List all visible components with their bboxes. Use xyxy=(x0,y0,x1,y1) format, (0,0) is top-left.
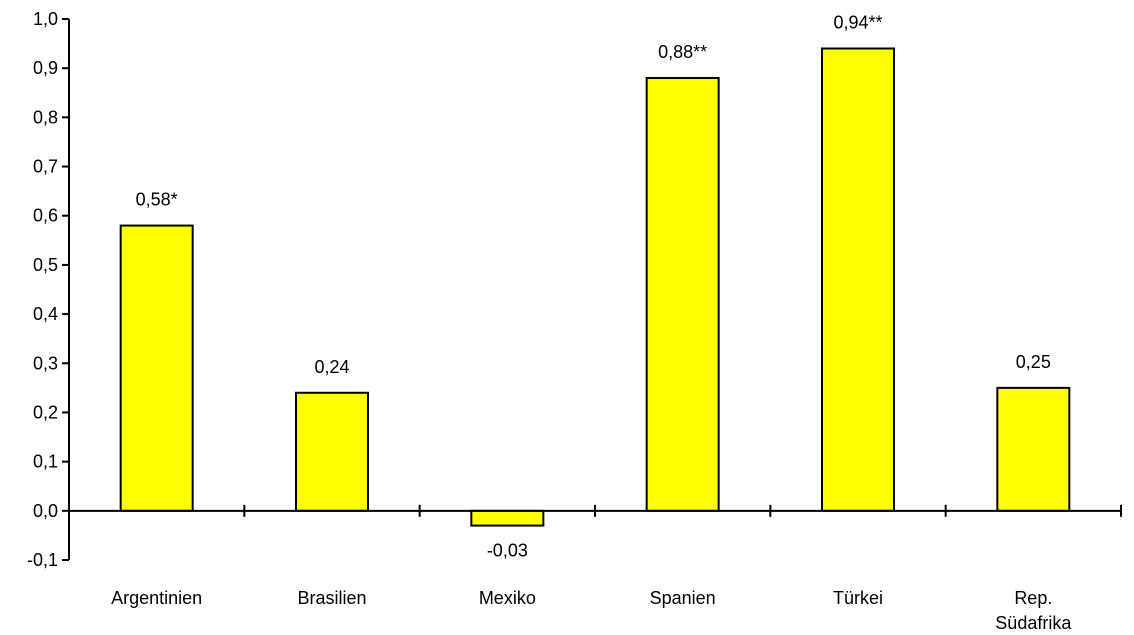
x-category-label: Rep. Südafrika xyxy=(995,588,1072,633)
data-label: 0,24 xyxy=(314,357,349,377)
y-tick-label: 1,0 xyxy=(33,9,58,29)
x-category-label-line: Brasilien xyxy=(297,588,366,608)
data-label: 0,88** xyxy=(658,42,707,62)
x-category-label-line: Mexiko xyxy=(479,588,536,608)
y-tick-label: 0,5 xyxy=(33,255,58,275)
x-axis: Argentinien Brasilien Mexiko Spanien Türkei R… xyxy=(69,504,1122,633)
y-tick-label: -0,1 xyxy=(27,550,58,570)
x-category-label-line: Südafrika xyxy=(995,613,1072,633)
x-category-label: Türkei xyxy=(833,588,883,608)
y-tick-label: 0,2 xyxy=(33,402,58,422)
bar-brasilien xyxy=(295,391,369,512)
y-tick-label: 0,3 xyxy=(33,353,58,373)
x-category-label-line: Rep. xyxy=(1014,588,1052,608)
x-category-label: Brasilien xyxy=(297,588,366,608)
y-tick-label: 0,0 xyxy=(33,501,58,521)
data-label: -0,03 xyxy=(487,541,528,561)
y-tick-label: 0,4 xyxy=(33,304,58,324)
bar-rep-südafrika xyxy=(996,386,1071,512)
y-tick-label: 0,7 xyxy=(33,157,58,177)
bar-mexiko xyxy=(470,509,545,527)
x-category-label-line: Spanien xyxy=(650,588,716,608)
y-tick-label: 0,6 xyxy=(33,206,58,226)
bars xyxy=(119,47,1071,527)
y-tick-label: 0,8 xyxy=(33,107,58,127)
data-label: 0,94** xyxy=(833,13,882,33)
bar-spanien xyxy=(645,77,720,512)
y-axis: -0,1 0,0 0,1 0,2 0,3 0,4 0,5 0,6 0,7 0,8 0,9 1,0 xyxy=(27,9,70,570)
x-category-label-line: Argentinien xyxy=(111,588,202,608)
data-label: 0,25 xyxy=(1016,352,1051,372)
x-category-label-line: Türkei xyxy=(833,588,883,608)
y-tick-label: 0,9 xyxy=(33,58,58,78)
x-category-label: Argentinien xyxy=(111,588,202,608)
bar-argentinien xyxy=(119,224,194,512)
bar-türkei xyxy=(821,47,895,512)
data-label: 0,58* xyxy=(136,190,178,210)
x-category-label: Spanien xyxy=(650,588,716,608)
x-category-label: Mexiko xyxy=(479,588,536,608)
data-labels: 0,58* 0,24 -0,03 0,88** 0,94** 0,25 xyxy=(136,13,1051,561)
y-tick-label: 0,1 xyxy=(33,452,58,472)
